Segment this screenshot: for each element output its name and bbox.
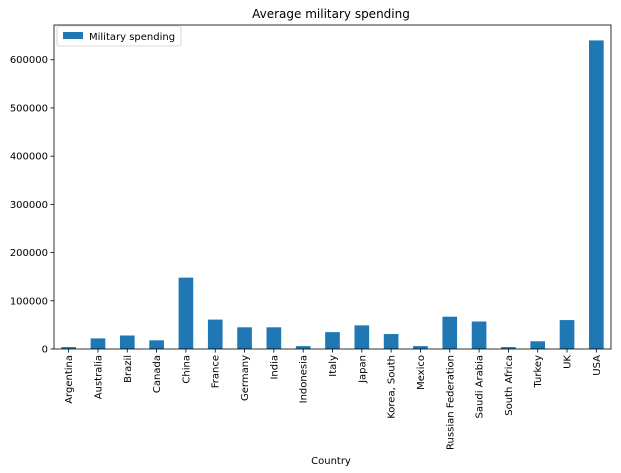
y-tick-label: 200000	[10, 248, 48, 259]
chart-title: Average military spending	[252, 7, 410, 21]
bar	[354, 325, 370, 349]
y-tick-label: 0	[42, 345, 48, 356]
x-tick-label: Argentina	[64, 355, 75, 404]
bar	[266, 327, 282, 349]
x-tick-label: Russian Federation	[445, 355, 456, 450]
x-axis: Argentina Australia Brazil Canada China Franc…	[64, 349, 603, 450]
x-tick-label: Italy	[328, 355, 339, 377]
legend: Military spending	[56, 25, 182, 47]
y-tick-label: 600000	[10, 55, 48, 66]
bar	[61, 347, 76, 349]
x-tick-label: China	[181, 355, 192, 384]
x-tick-label: Germany	[240, 355, 251, 401]
bar	[178, 277, 194, 349]
x-tick-label: Brazil	[123, 355, 134, 383]
x-tick-label: Australia	[93, 355, 104, 399]
y-tick-label: 400000	[10, 152, 48, 163]
y-tick-label: 300000	[10, 200, 48, 211]
legend-label: Military spending	[89, 32, 175, 43]
x-tick-label: South Africa	[504, 355, 515, 416]
bar	[383, 334, 399, 349]
x-tick-label: Japan	[357, 355, 368, 384]
bar	[237, 327, 252, 349]
bar	[325, 332, 340, 349]
bar	[530, 341, 546, 349]
x-tick-label: France	[211, 355, 222, 388]
bar	[295, 346, 311, 349]
x-tick-label: Turkey	[533, 355, 544, 389]
bar	[149, 340, 164, 349]
y-axis: 0 100000 200000 300000 400000 500000 600000	[10, 55, 54, 356]
x-tick-label: Canada	[152, 355, 163, 393]
y-tick-label: 100000	[10, 296, 48, 307]
bar	[119, 335, 135, 349]
bar	[442, 316, 458, 349]
legend-swatch	[63, 32, 83, 39]
bar	[589, 40, 604, 350]
x-tick-label: Saudi Arabia	[475, 355, 486, 418]
plot-frame	[53, 24, 612, 350]
legend-box	[56, 25, 182, 47]
bar	[501, 347, 516, 349]
x-tick-label: Mexico	[416, 355, 427, 390]
plot-area	[61, 40, 604, 350]
x-tick-label: India	[269, 355, 280, 380]
x-tick-label: UK	[563, 355, 574, 369]
bar	[207, 319, 223, 349]
bar	[90, 338, 106, 349]
bar	[559, 320, 575, 349]
x-tick-label: USA	[592, 355, 603, 376]
x-axis-label: Country	[311, 456, 351, 467]
bar	[413, 346, 428, 349]
bar	[471, 321, 487, 349]
y-tick-label: 500000	[10, 103, 48, 114]
x-tick-label: Korea, South	[387, 355, 398, 419]
x-tick-label: Indonesia	[299, 355, 310, 403]
